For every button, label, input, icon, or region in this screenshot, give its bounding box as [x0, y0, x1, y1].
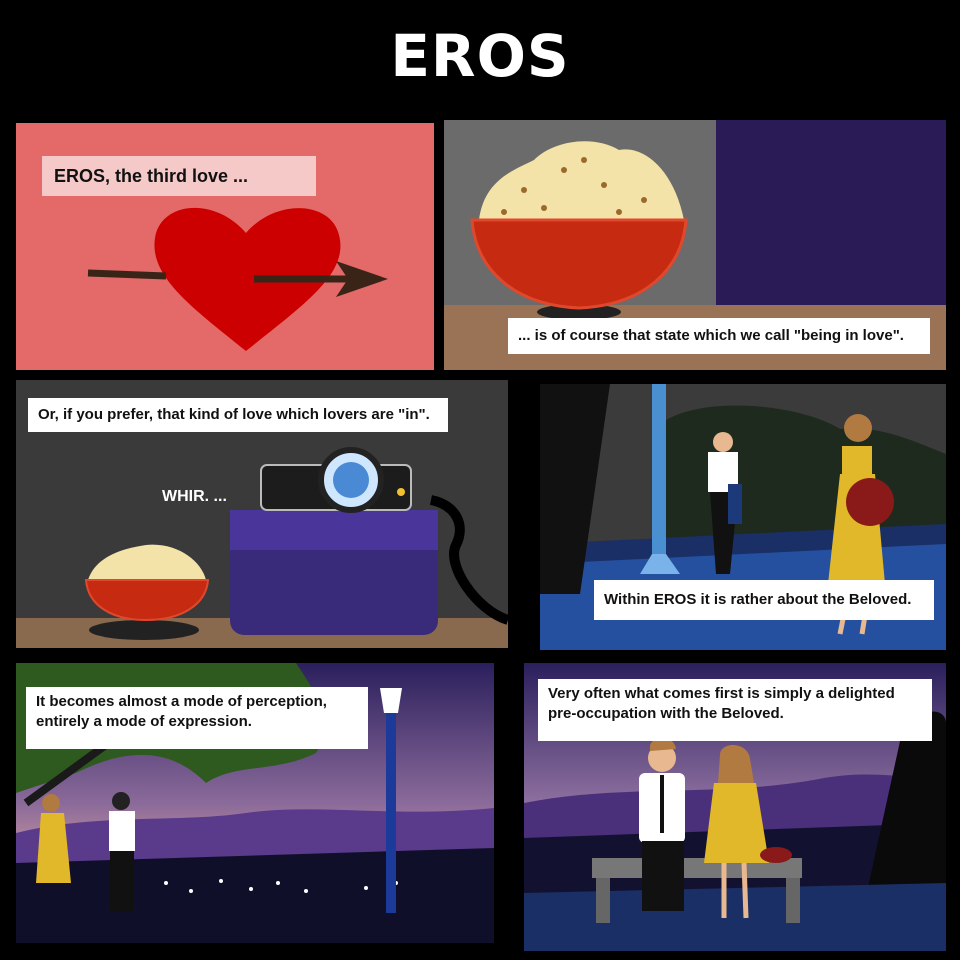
whir-sound-effect: WHIR. ...	[162, 488, 227, 505]
panel-5-caption: It becomes almost a mode of perception, …	[26, 687, 368, 749]
red-bowl	[470, 218, 688, 310]
panel-3: Or, if you prefer, that kind of love whi…	[16, 380, 508, 648]
panel-6-caption-line-2: pre-occupation with the Beloved.	[548, 704, 784, 722]
man-on-bench	[639, 737, 685, 911]
panel-3-caption: Or, if you prefer, that kind of love whi…	[28, 398, 448, 432]
panel-2-caption: ... is of course that state which we cal…	[508, 318, 930, 354]
arrow-head	[336, 261, 388, 297]
man-figure	[708, 432, 742, 574]
street-lamp	[386, 703, 396, 913]
lamp-post	[652, 384, 666, 564]
walking-couple	[36, 792, 135, 911]
panel-4: Within EROS it is rather about the Belov…	[540, 384, 946, 650]
panel-2: ... is of course that state which we cal…	[444, 120, 946, 370]
panel-6-caption-line-1: Very often what comes first is simply a …	[548, 685, 895, 702]
panel-4-caption: Within EROS it is rather about the Belov…	[594, 580, 934, 620]
woman-on-bench	[704, 744, 769, 919]
heart-icon	[154, 207, 341, 351]
panel-5-caption-line-2: entirely a mode of expression.	[36, 712, 252, 730]
bench-couple-illustration	[524, 663, 946, 951]
page-title: EROS	[390, 22, 570, 90]
panel-6: Very often what comes first is simply a …	[524, 663, 946, 951]
arrow-shaft	[87, 269, 167, 280]
panel-1: EROS, the third love ...	[16, 123, 434, 370]
panel-6-caption: Very often what comes first is simply a …	[538, 679, 932, 741]
panel-5-caption-line-1: It becomes almost a mode of perception,	[36, 693, 327, 710]
panel-5: It becomes almost a mode of perception, …	[16, 663, 494, 943]
panel-1-caption: EROS, the third love ...	[42, 156, 316, 196]
popcorn	[479, 141, 684, 220]
